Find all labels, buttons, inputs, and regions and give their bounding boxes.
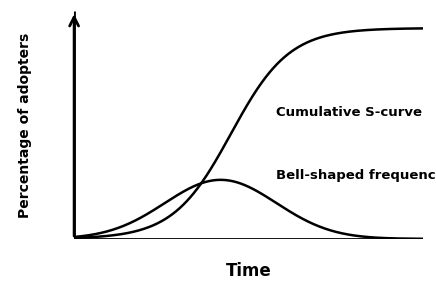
Text: Time: Time [226,262,271,280]
Text: Bell-shaped frequency curve: Bell-shaped frequency curve [276,169,436,182]
Text: Percentage of adopters: Percentage of adopters [18,32,32,218]
Text: Cumulative S-curve: Cumulative S-curve [276,106,422,119]
